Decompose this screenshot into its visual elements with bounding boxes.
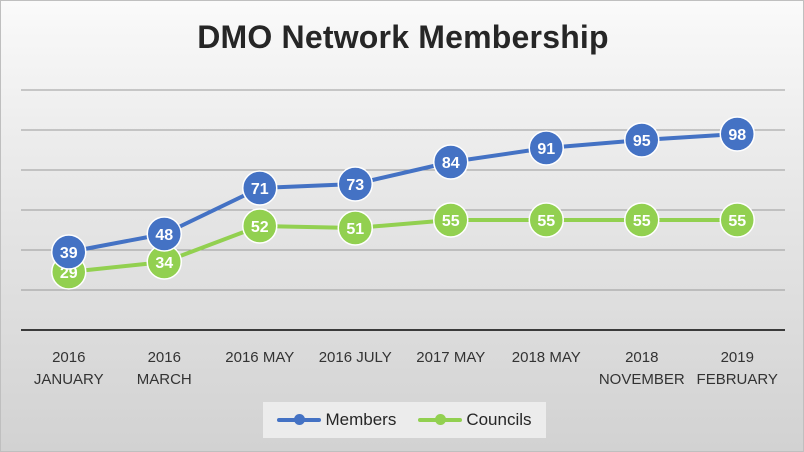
x-tick-label: 2019 FEBRUARY	[697, 349, 778, 388]
data-marker	[337, 210, 373, 246]
data-label: 55	[537, 213, 555, 230]
data-marker	[719, 116, 755, 152]
data-label: 39	[60, 245, 78, 262]
legend: Members Councils	[263, 402, 546, 438]
legend-item-members: Members	[277, 410, 396, 430]
data-point-members: 73	[337, 166, 373, 202]
x-tick-label-line: MARCH	[137, 371, 192, 388]
x-tick-label: 2016 MARCH	[137, 349, 192, 388]
plot-area: 2016 JANUARY 2016 MARCH 2016 MAY 2016 JULY 201…	[21, 89, 785, 388]
x-tick-label-line: 2016 JULY	[319, 349, 392, 366]
data-marker	[433, 144, 469, 180]
data-marker	[51, 234, 87, 270]
data-label: 34	[155, 255, 173, 272]
data-label: 71	[251, 181, 269, 198]
x-tick-label: 2016 JANUARY	[34, 349, 104, 388]
x-tick-label-line: 2016 MAY	[225, 349, 294, 366]
data-point-members: 91	[528, 130, 564, 166]
data-point-members: 39	[51, 234, 87, 270]
data-point-councils: 51	[337, 210, 373, 246]
data-label: 73	[346, 177, 364, 194]
x-tick-label: 2016 JULY	[319, 349, 392, 366]
series-markers: 29 34 52 51 55 55 55 55 39 48 71 73 84 91 95 98	[51, 116, 755, 290]
data-point-members: 71	[242, 170, 278, 206]
x-tick-label: 2018 NOVEMBER	[599, 349, 685, 388]
legend-label: Members	[325, 410, 397, 429]
data-label: 84	[442, 155, 460, 172]
data-label: 55	[633, 213, 651, 230]
data-marker	[624, 202, 660, 238]
data-point-councils: 55	[624, 202, 660, 238]
data-point-members: 48	[146, 216, 182, 252]
legend-swatch	[418, 414, 463, 425]
data-label: 55	[442, 213, 460, 230]
data-point-members: 95	[624, 122, 660, 158]
data-point-councils: 55	[719, 202, 755, 238]
data-label: 48	[155, 227, 173, 244]
x-tick-label-line: 2018 MAY	[512, 349, 581, 366]
data-marker	[242, 170, 278, 206]
data-marker	[719, 202, 755, 238]
data-point-councils: 34	[146, 244, 182, 280]
x-tick-label-line: 2016	[148, 349, 181, 366]
x-tick-label-line: 2016	[52, 349, 85, 366]
x-tick-label-line: 2017 MAY	[416, 349, 485, 366]
legend-item-councils: Councils	[418, 410, 532, 430]
data-label: 95	[633, 133, 651, 150]
data-point-councils: 55	[528, 202, 564, 238]
data-point-members: 84	[433, 144, 469, 180]
data-label: 52	[251, 219, 269, 236]
x-tick-label-line: JANUARY	[34, 371, 104, 388]
chart-title: DMO Network Membership	[197, 19, 609, 55]
x-tick-label: 2018 MAY	[512, 349, 581, 366]
x-tick-label-line: 2018	[625, 349, 658, 366]
legend-marker	[435, 414, 447, 425]
data-marker	[242, 208, 278, 244]
data-label: 91	[537, 141, 555, 158]
data-label: 55	[728, 213, 746, 230]
data-marker	[624, 122, 660, 158]
data-label: 98	[728, 127, 746, 144]
x-tick-label-line: FEBRUARY	[697, 371, 778, 388]
data-marker	[337, 166, 373, 202]
data-marker	[528, 130, 564, 166]
legend-swatch	[277, 414, 322, 425]
data-marker	[528, 202, 564, 238]
data-label: 29	[60, 265, 78, 282]
data-marker	[433, 202, 469, 238]
data-point-councils: 55	[433, 202, 469, 238]
legend-marker	[294, 414, 306, 425]
x-tick-label: 2016 MAY	[225, 349, 294, 366]
data-point-councils: 52	[242, 208, 278, 244]
x-tick-label-line: NOVEMBER	[599, 371, 685, 388]
x-tick-label-line: 2019	[721, 349, 754, 366]
data-marker	[146, 216, 182, 252]
data-point-members: 98	[719, 116, 755, 152]
legend-label: Councils	[466, 410, 532, 429]
x-tick-label: 2017 MAY	[416, 349, 485, 366]
data-label: 51	[346, 221, 364, 238]
